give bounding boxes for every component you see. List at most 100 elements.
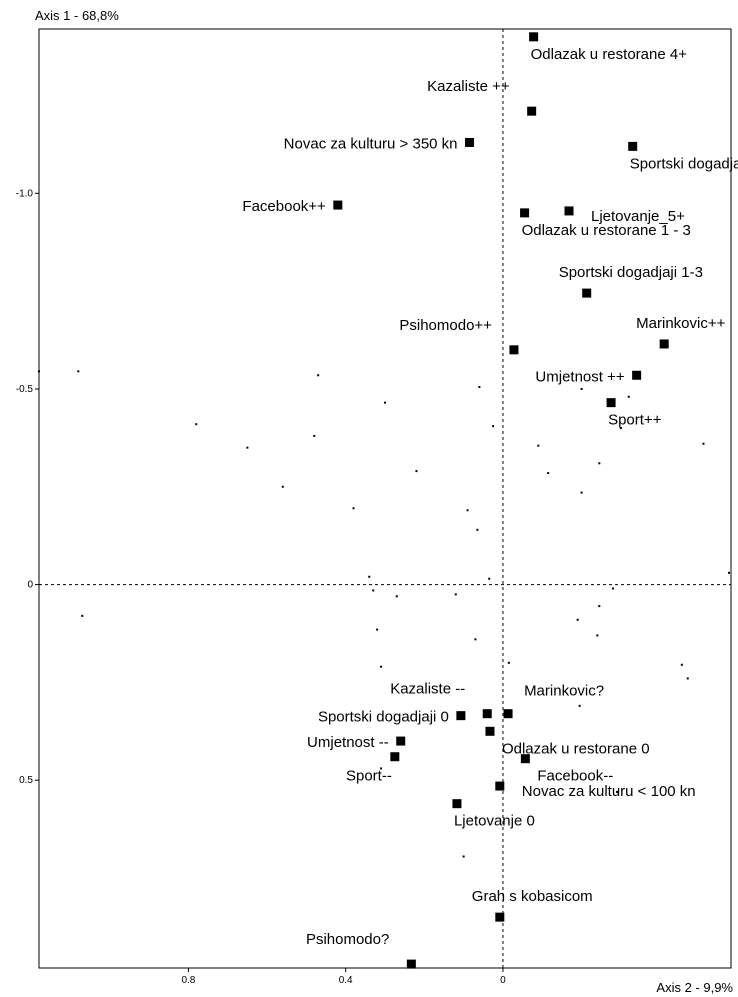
x-tick-label: 0 [500, 975, 506, 986]
individual-point [596, 634, 599, 637]
individual-point [728, 571, 731, 574]
individual-point [368, 575, 371, 578]
category-label: Facebook++ [242, 198, 326, 215]
individual-point [38, 370, 40, 373]
category-point [503, 709, 513, 719]
individual-point [578, 704, 581, 707]
individual-point [376, 628, 379, 631]
individual-point [615, 790, 618, 793]
axis-ticks: 0.8 0.4 0 -1.0 -0.5 0 0.5 [16, 188, 506, 986]
y-tick-label: 0 [27, 580, 33, 591]
y-axis-title: Axis 1 - 68,8% [35, 8, 119, 23]
category-point [396, 736, 406, 746]
x-tick-label: 0.4 [339, 975, 353, 986]
individual-point [702, 442, 705, 445]
individual-point [576, 618, 579, 621]
category-label: Sport-- [346, 768, 392, 785]
category-point [390, 752, 400, 762]
category-point [564, 206, 574, 216]
category-point [495, 781, 505, 791]
category-point [482, 709, 492, 719]
individual-point [395, 595, 398, 598]
individual-point [612, 587, 615, 590]
individual-point [476, 528, 479, 531]
category-label: Sport++ [608, 412, 662, 429]
individuals-layer [38, 370, 731, 858]
individual-point [81, 614, 84, 617]
individual-point [547, 472, 550, 475]
individual-point [466, 509, 469, 512]
category-point [659, 339, 669, 349]
category-label: Novac za kulturu < 100 kn [522, 783, 696, 800]
individual-point [598, 605, 601, 608]
individual-point [415, 470, 418, 473]
individual-point [380, 767, 383, 770]
category-point [509, 345, 519, 355]
category-point [495, 912, 505, 922]
individual-point [686, 677, 689, 680]
y-tick-label: -0.5 [16, 384, 34, 395]
category-label: Umjetnost ++ [535, 368, 624, 385]
category-label: Marinkovic++ [636, 315, 725, 332]
x-axis-title: Axis 2 - 9,9% [656, 980, 733, 995]
individual-point [454, 593, 457, 596]
plot-frame [38, 28, 732, 969]
categories-layer: Odlazak u restorane 4+ Kazaliste ++ Novac … [242, 32, 738, 969]
individual-point [680, 663, 683, 666]
individual-point [195, 423, 198, 426]
category-label: Odlazak u restorane 0 [502, 740, 650, 757]
category-point [406, 959, 416, 969]
category-label: Marinkovic? [524, 683, 604, 700]
category-point [520, 754, 530, 764]
category-point [456, 711, 466, 721]
x-tick-label: 0.8 [181, 975, 195, 986]
category-label: Sportski dogadjaji 3+ [630, 155, 738, 172]
category-label: Kazaliste ++ [427, 78, 510, 95]
category-label: Ljetovanje 0 [454, 813, 535, 830]
category-point [452, 799, 462, 809]
category-point [465, 137, 475, 147]
category-label: Sportski dogadjaji 1-3 [559, 264, 703, 281]
category-point [628, 141, 638, 151]
y-tick-label: 0.5 [19, 775, 33, 786]
individual-point [77, 370, 80, 373]
individual-point [380, 665, 383, 668]
category-label: Facebook-- [537, 768, 613, 785]
category-point [520, 208, 530, 218]
individual-point [627, 395, 630, 398]
category-point [333, 200, 343, 210]
individual-point [313, 434, 316, 437]
individual-point [580, 491, 583, 494]
category-label: Odlazak u restorane 1 - 3 [522, 222, 691, 239]
individual-point [580, 387, 583, 390]
reference-lines [39, 29, 731, 968]
individual-point [281, 485, 284, 488]
category-label: Grah s kobasicom [472, 888, 593, 905]
category-label: Umjetnost -- [307, 734, 389, 751]
category-label: Psihomodo++ [399, 317, 492, 334]
individual-point [317, 374, 320, 377]
category-label: Novac za kulturu > 350 kn [284, 135, 458, 152]
category-label: Sportski dogadjaji 0 [318, 709, 449, 726]
individual-point [352, 507, 355, 510]
individual-point [492, 425, 495, 428]
category-point [632, 370, 642, 380]
individual-point [598, 462, 601, 465]
individual-point [537, 444, 540, 447]
category-point [606, 398, 616, 408]
category-label: Kazaliste -- [390, 681, 465, 698]
individual-point [619, 427, 622, 430]
individual-point [507, 661, 510, 664]
y-tick-label: -1.0 [16, 188, 34, 199]
individual-point [478, 385, 481, 388]
category-label: Psihomodo? [306, 931, 389, 948]
individual-point [488, 577, 491, 580]
category-point [529, 32, 539, 42]
category-label: Ljetovanje_5+ [591, 208, 685, 225]
category-point [582, 288, 592, 298]
individual-point [462, 855, 465, 858]
category-label: Odlazak u restorane 4+ [531, 46, 688, 63]
individual-point [474, 638, 477, 641]
category-point [485, 726, 495, 736]
